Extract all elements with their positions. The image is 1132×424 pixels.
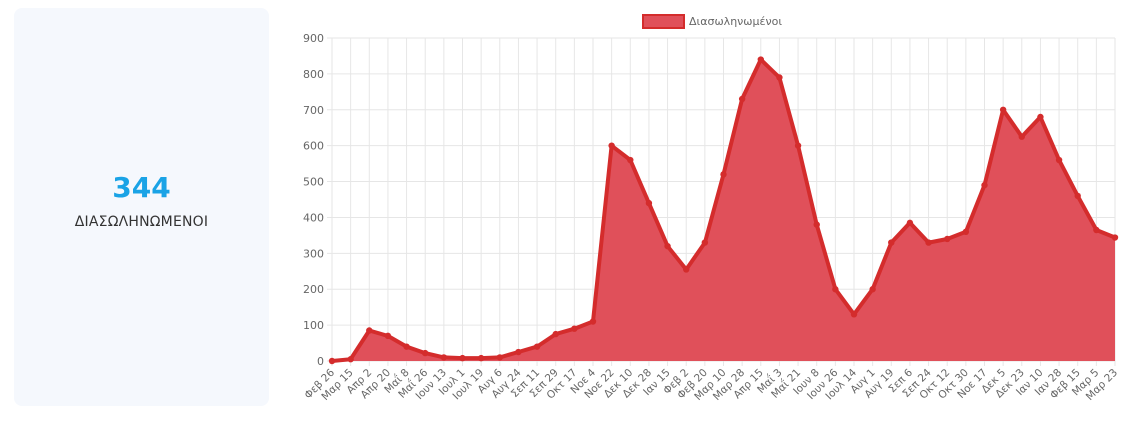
y-tick-label: 800 [303, 68, 324, 81]
data-point[interactable] [422, 349, 429, 357]
data-point[interactable] [832, 286, 839, 293]
data-point[interactable] [720, 171, 727, 178]
data-point[interactable] [552, 330, 559, 338]
data-point[interactable] [1074, 192, 1081, 200]
data-point[interactable] [533, 343, 541, 350]
data-point[interactable] [384, 332, 392, 340]
data-point[interactable] [850, 311, 858, 318]
data-point[interactable] [925, 239, 932, 246]
data-point[interactable] [944, 235, 951, 243]
data-point[interactable] [571, 325, 578, 332]
data-point[interactable] [776, 74, 783, 81]
data-point[interactable] [1093, 226, 1100, 234]
data-point[interactable] [459, 354, 466, 362]
data-point[interactable] [515, 348, 522, 356]
y-tick-label: 100 [303, 319, 324, 332]
stat-card: 344 ΔΙΑΣΩΛΗΝΩΜΕΝΟΙ [14, 8, 269, 406]
data-point[interactable] [962, 228, 970, 235]
y-tick-label: 400 [303, 211, 324, 224]
data-point[interactable] [683, 266, 690, 273]
data-point[interactable] [608, 142, 615, 149]
data-point[interactable] [347, 356, 354, 363]
stat-label: ΔΙΑΣΩΛΗΝΩΜΕΝΟΙ [74, 214, 209, 230]
series-area [332, 59, 1115, 361]
data-point[interactable] [906, 219, 914, 227]
data-point[interactable] [1055, 156, 1063, 164]
data-point[interactable] [999, 106, 1007, 113]
y-tick-label: 300 [303, 247, 324, 260]
data-point[interactable] [645, 199, 653, 207]
data-point[interactable] [888, 239, 895, 246]
data-point[interactable] [738, 95, 746, 103]
y-tick-label: 500 [303, 176, 324, 189]
data-point[interactable] [1037, 113, 1044, 121]
stat-value: 344 [112, 171, 171, 204]
y-axis: 0 100 200 300 400 500 600 700 800 900 [303, 32, 324, 368]
data-point[interactable] [1018, 133, 1025, 140]
y-tick-label: 900 [303, 32, 324, 45]
data-point[interactable] [701, 239, 709, 246]
data-point[interactable] [496, 354, 503, 361]
data-point[interactable] [869, 286, 876, 293]
legend-label[interactable]: Διασωληνωμένοι [689, 15, 782, 28]
data-point[interactable] [1111, 234, 1119, 241]
data-point[interactable] [440, 354, 448, 361]
data-point[interactable] [477, 354, 485, 362]
data-point[interactable] [403, 343, 410, 350]
legend-swatch[interactable] [642, 14, 685, 29]
y-tick-label: 0 [317, 355, 324, 368]
data-point[interactable] [328, 357, 336, 365]
data-point[interactable] [757, 56, 764, 63]
data-point[interactable] [627, 156, 634, 164]
data-point[interactable] [589, 318, 597, 325]
data-point[interactable] [664, 242, 671, 250]
data-point[interactable] [813, 221, 820, 228]
y-tick-label: 200 [303, 283, 324, 296]
data-point[interactable] [981, 181, 988, 189]
data-point[interactable] [794, 142, 802, 149]
y-tick-label: 600 [303, 140, 324, 153]
series-layer [328, 56, 1119, 365]
data-point[interactable] [366, 327, 373, 334]
y-tick-label: 700 [303, 104, 324, 117]
chart-legend[interactable]: Διασωληνωμένοι [642, 14, 782, 29]
